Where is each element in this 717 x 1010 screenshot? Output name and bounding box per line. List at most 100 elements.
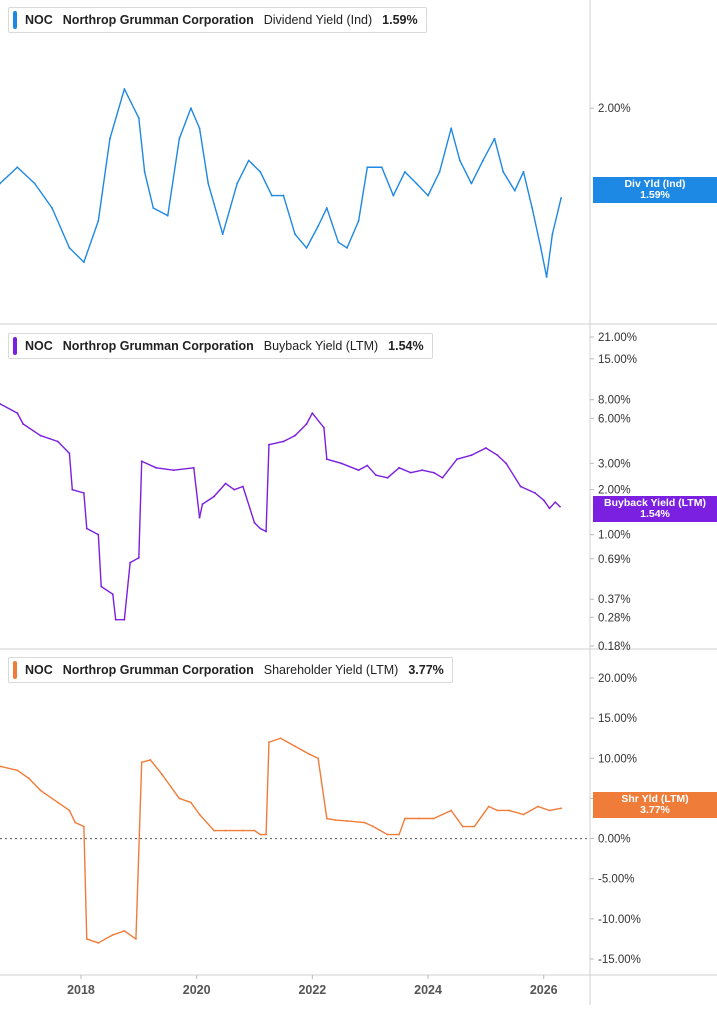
series-segment (363, 821, 374, 828)
data-point (224, 482, 227, 485)
data-point (253, 829, 256, 832)
data-point (487, 805, 490, 808)
data-point (317, 757, 320, 760)
series-segment (149, 759, 163, 776)
data-point (551, 233, 554, 236)
series-segment (265, 741, 270, 836)
series-segment (522, 171, 533, 209)
x-tick-label: 2022 (298, 983, 326, 997)
series-segment (294, 233, 308, 249)
series-segment (68, 247, 85, 263)
series-segment (514, 171, 525, 192)
data-point (33, 182, 36, 185)
data-point (16, 412, 19, 415)
data-point (357, 469, 360, 472)
data-point (155, 466, 158, 469)
y-tick-label: 1.00% (598, 530, 631, 542)
series-segment (372, 825, 389, 836)
legend-ticker: NOC (25, 13, 53, 27)
data-point (123, 88, 126, 90)
series-segment (346, 220, 360, 249)
series-segment (161, 773, 181, 800)
series-segment (357, 166, 369, 222)
series-segment (112, 930, 126, 936)
data-point (470, 454, 473, 457)
series-segment (268, 737, 282, 743)
data-point (172, 469, 175, 472)
data-point (56, 440, 59, 443)
series-segment (357, 464, 369, 471)
legend-buyback-yield: NOC Northrop Grumman Corporation Buyback… (8, 333, 433, 359)
y-tick-label: 0.69% (598, 554, 631, 566)
data-point (366, 166, 369, 169)
series-segment (109, 88, 126, 140)
data-point (224, 829, 227, 832)
data-point (334, 819, 337, 822)
series-segment (505, 462, 522, 488)
data-point (559, 505, 561, 508)
series-segment (450, 127, 461, 162)
series-segment (190, 801, 201, 816)
data-point (496, 809, 499, 812)
series-segment (253, 829, 261, 836)
data-point (305, 246, 308, 249)
data-point (213, 829, 215, 832)
data-point (294, 434, 296, 437)
series-segment (129, 557, 140, 564)
data-point (143, 170, 146, 173)
data-point (111, 934, 114, 936)
series-segment (537, 805, 551, 812)
series-segment (201, 495, 215, 505)
data-point (418, 817, 421, 820)
data-point (135, 938, 137, 940)
data-point (308, 753, 311, 756)
data-point (505, 462, 508, 465)
data-point (482, 159, 484, 162)
data-point (450, 809, 453, 812)
data-point (325, 207, 328, 209)
series-segment (57, 440, 71, 455)
data-point (201, 503, 204, 506)
x-tick-label: 2018 (67, 983, 95, 997)
data-point (502, 170, 505, 173)
series-segment (366, 464, 377, 476)
series-segment (381, 166, 395, 197)
legend-shareholder-yield: NOC Northrop Grumman Corporation Shareho… (8, 657, 453, 683)
series-segment (386, 467, 400, 479)
data-point (242, 485, 244, 488)
data-point (554, 501, 557, 504)
series-segment (427, 171, 441, 197)
data-point (82, 261, 85, 264)
data-point (82, 492, 85, 494)
series-segment (551, 197, 562, 235)
data-point (311, 412, 314, 415)
series-segment (398, 467, 412, 474)
tag-value: 1.59% (640, 189, 670, 201)
data-point (39, 789, 42, 792)
data-point (268, 741, 270, 744)
data-point (560, 807, 562, 810)
series-segment (282, 434, 296, 443)
series-segment (346, 820, 366, 824)
series-segment (496, 454, 507, 465)
y-tick-label: 2.00% (598, 103, 631, 115)
series-segment (224, 482, 235, 491)
legend-ticker: NOC (25, 339, 53, 353)
data-point (85, 527, 88, 530)
data-point (259, 833, 262, 836)
series-segment (138, 460, 143, 559)
y-tick-label: -10.00% (598, 914, 641, 926)
data-point (189, 801, 192, 804)
data-point (496, 454, 499, 457)
legend-company: Northrop Grumman Corporation (62, 13, 254, 27)
series-segment (0, 765, 19, 772)
data-point (340, 462, 343, 465)
tag-label: Div Yld (Ind) (624, 178, 686, 190)
y-tick-label: -15.00% (598, 954, 641, 966)
series-segment (433, 809, 452, 820)
series-segment (57, 801, 71, 812)
data-point (253, 521, 256, 524)
data-point (519, 485, 522, 488)
data-point (398, 466, 401, 469)
series-segment (141, 759, 152, 764)
